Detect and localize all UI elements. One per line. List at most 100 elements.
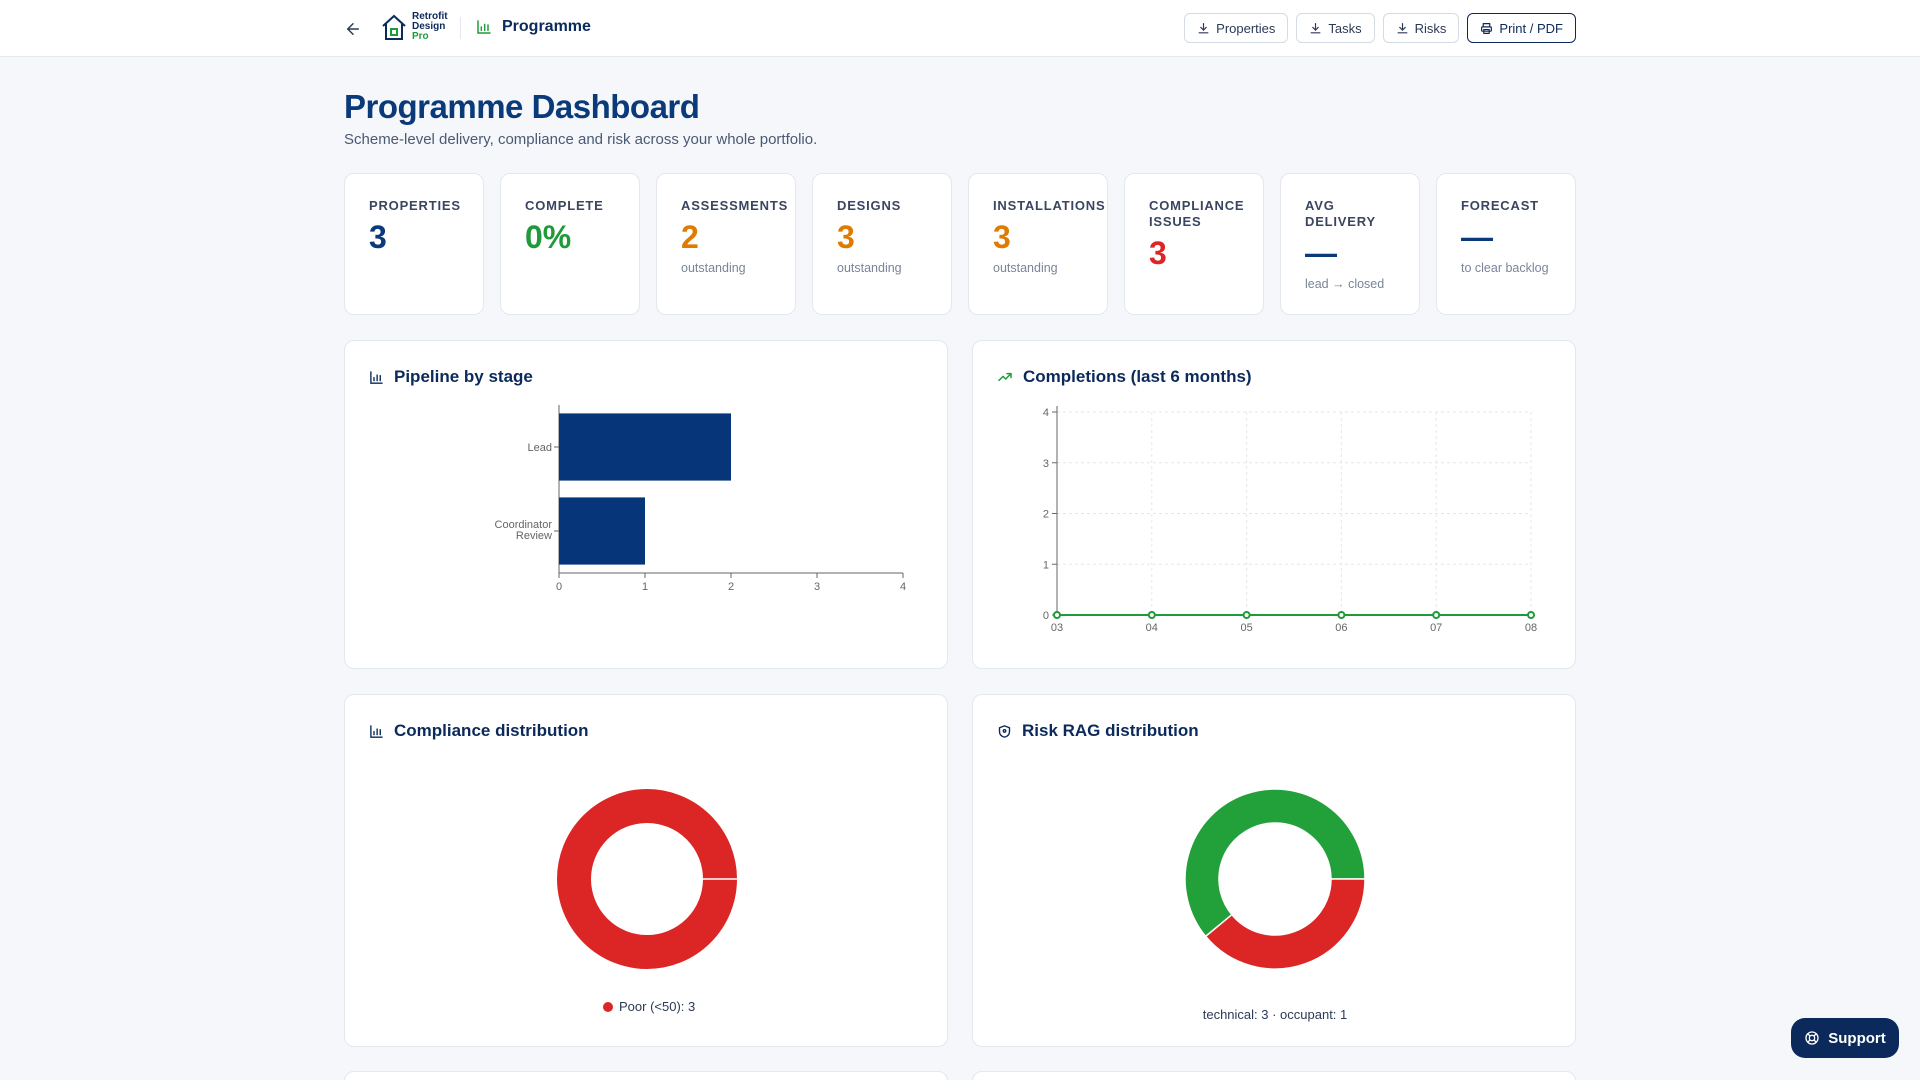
stat-card-complete: Complete 0% <box>500 173 640 315</box>
logo-text: Retrofit Design Pro <box>412 12 448 42</box>
stat-sub: to clear backlog <box>1461 261 1549 275</box>
x-tick-label: 0 <box>556 581 562 593</box>
y-tick-label: Review <box>516 530 552 542</box>
legend-dot-poor <box>603 1001 613 1012</box>
stat-label: Complete <box>525 198 604 213</box>
logo-line-1: Retrofit <box>412 11 448 22</box>
risk-legend-text: technical: 3 · occupant: 1 <box>1202 1007 1348 1022</box>
x-tick-label: 04 <box>1146 622 1158 634</box>
data-point <box>1432 611 1441 619</box>
data-point <box>1527 611 1535 619</box>
download-icon <box>1397 22 1408 33</box>
logo-line-3: Pro <box>412 31 429 42</box>
stat-value: 3 <box>993 219 1011 255</box>
print-pdf-button[interactable]: Print / PDF <box>1467 13 1576 43</box>
data-point <box>1242 611 1251 619</box>
printer-icon <box>1481 22 1493 34</box>
stat-card-avg-delivery: Avg Delivery — lead → closed <box>1280 173 1420 315</box>
stat-label: Designs <box>837 198 902 213</box>
bar-chart-icon <box>370 370 383 384</box>
risk-chart <box>1184 788 1366 970</box>
stat-label: Compliance Issues <box>1149 198 1245 229</box>
x-tick-label: 2 <box>728 581 734 593</box>
risk-card-title: Risk RAG distribution <box>997 721 1199 741</box>
y-tick-label: 2 <box>1043 509 1049 521</box>
y-tick-label: 1 <box>1043 559 1049 571</box>
page-title: Programme Dashboard <box>344 88 700 125</box>
download-icon <box>1198 22 1209 33</box>
pipeline-card: 0 1 2 3 4 Lead Coordinator Review Pipeline by s… <box>344 340 948 669</box>
stat-value: 2 <box>681 219 699 255</box>
y-tick-label: 0 <box>1043 610 1049 622</box>
risk-title-text: Risk RAG distribution <box>1022 721 1199 740</box>
stat-value: — <box>1461 219 1493 255</box>
export-properties-button[interactable]: Properties <box>1184 13 1289 43</box>
stat-label: Avg Delivery <box>1305 198 1376 229</box>
x-tick-label: 06 <box>1335 622 1347 634</box>
stats-row: Properties 3 Complete 0% Assessments 2 o… <box>344 173 1576 315</box>
stat-sub: outstanding <box>993 261 1058 275</box>
risk-slice <box>1204 878 1366 970</box>
compliance-card-title: Compliance distribution <box>369 721 589 741</box>
stat-card-forecast: Forecast — to clear backlog <box>1436 173 1576 315</box>
top-bar: Retrofit Design Pro Programme Properties… <box>0 0 1920 57</box>
stat-sub: outstanding <box>681 261 746 275</box>
bar-chart-icon <box>477 20 491 34</box>
y-tick-label: 4 <box>1043 407 1049 419</box>
completions-chart: 0 1 2 3 4 03 04 05 06 07 08 <box>1043 406 1537 634</box>
stat-card-installations: Installations 3 outstanding <box>968 173 1108 315</box>
x-tick-label: 03 <box>1051 622 1063 634</box>
export-properties-label: Properties <box>1216 20 1276 36</box>
x-tick-label: 1 <box>642 581 648 593</box>
bar <box>559 413 731 481</box>
stat-value: — <box>1305 235 1337 271</box>
breadcrumb-label: Programme <box>502 18 591 35</box>
completions-card: 0 1 2 3 4 03 04 05 06 07 08 Completions (last 6 mo… <box>972 340 1576 669</box>
stat-label: Installations <box>993 198 1106 213</box>
arrow-left-icon <box>347 23 359 35</box>
stat-label: Forecast <box>1461 198 1539 213</box>
print-pdf-label: Print / PDF <box>1499 20 1563 36</box>
stat-sub: outstanding <box>837 261 902 275</box>
compliance-card: Compliance distribution Poor (<50): 3 <box>344 694 948 1047</box>
export-tasks-label: Tasks <box>1328 20 1362 36</box>
risk-legend: technical: 3 · occupant: 1 <box>973 1007 1577 1022</box>
back-button[interactable] <box>340 16 366 42</box>
page-subtitle: Scheme-level delivery, compliance and ri… <box>344 131 818 148</box>
compliance-title-text: Compliance distribution <box>394 721 589 740</box>
download-icon <box>1310 22 1321 33</box>
export-risks-label: Risks <box>1414 20 1447 36</box>
compliance-legend: Poor (<50): 3 <box>603 999 695 1014</box>
compliance-slice <box>557 789 737 969</box>
export-tasks-button[interactable]: Tasks <box>1296 13 1375 43</box>
header-actions: Properties Tasks Risks Print / PDF <box>1184 13 1576 43</box>
data-point <box>1147 611 1156 619</box>
x-tick-label: 4 <box>900 581 906 593</box>
breadcrumb: Programme <box>476 18 591 36</box>
next-card-left <box>344 1071 948 1080</box>
export-risks-button[interactable]: Risks <box>1382 13 1460 43</box>
stat-label: Assessments <box>681 198 789 213</box>
bar-chart-icon <box>370 724 383 738</box>
house-logo-icon <box>382 14 406 40</box>
data-point <box>1337 611 1346 619</box>
lifebuoy-icon <box>1805 1031 1819 1045</box>
logo-line-2: Design <box>412 21 446 32</box>
compliance-legend-text: Poor (<50): 3 <box>619 999 696 1014</box>
pipeline-card-title: Pipeline by stage <box>369 367 533 387</box>
y-tick-label: Coordinator <box>495 519 553 531</box>
y-tick-label: 3 <box>1043 458 1049 470</box>
app-logo[interactable]: Retrofit Design Pro <box>380 12 448 42</box>
stat-value: 0% <box>525 219 572 255</box>
header-divider <box>460 17 461 39</box>
stat-card-designs: Designs 3 outstanding <box>812 173 952 315</box>
stat-value: 3 <box>1149 235 1167 271</box>
bar <box>559 497 645 565</box>
x-tick-label: 05 <box>1240 622 1252 634</box>
support-button[interactable]: Support <box>1791 1018 1899 1058</box>
x-tick-label: 08 <box>1525 622 1537 634</box>
pipeline-title-text: Pipeline by stage <box>394 367 533 386</box>
data-point <box>1053 611 1061 619</box>
x-tick-label: 07 <box>1430 622 1442 634</box>
